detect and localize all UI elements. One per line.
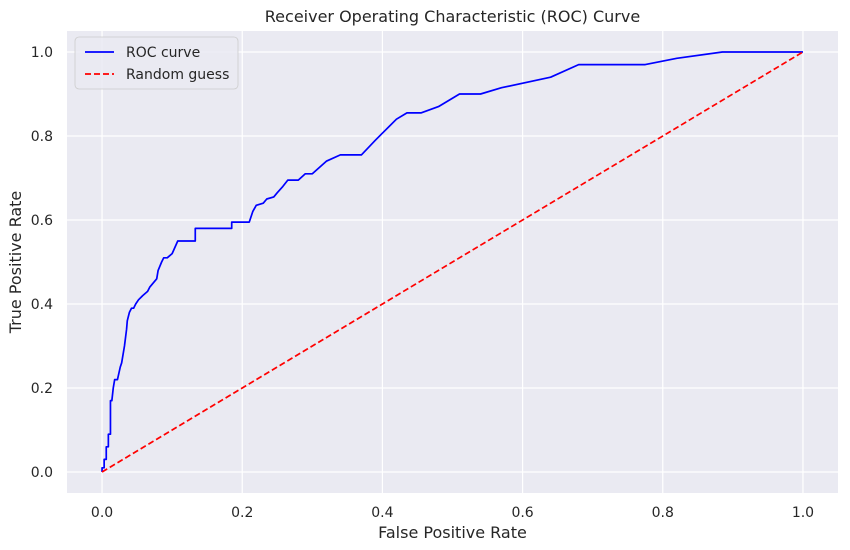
legend-label-roc-curve: ROC curve bbox=[126, 45, 200, 61]
series-layer bbox=[101, 51, 804, 473]
legend-label-random-guess: Random guess bbox=[126, 67, 229, 83]
legend: ROC curve Random guess bbox=[74, 36, 239, 90]
grid-layer bbox=[67, 31, 838, 493]
roc-curve-line bbox=[101, 51, 803, 472]
y-tick-label: 0.8 bbox=[31, 129, 53, 145]
y-tick-label: 0.6 bbox=[31, 213, 53, 229]
y-tick-label: 0.4 bbox=[31, 297, 53, 313]
y-tick-label: 0.2 bbox=[31, 381, 53, 397]
chart-title: Receiver Operating Characteristic (ROC) … bbox=[265, 7, 640, 26]
y-tick-label: 0.0 bbox=[31, 465, 53, 481]
random-guess-line bbox=[101, 51, 804, 473]
x-tick-label: 0.2 bbox=[231, 505, 253, 521]
x-axis-label: False Positive Rate bbox=[378, 523, 527, 542]
tick-layer: 0.0 0.2 0.4 0.6 0.8 1.0 0.0 0.2 0.4 0.6 0.8 1.0 bbox=[31, 45, 814, 521]
y-axis-label: True Positive Rate bbox=[6, 191, 25, 335]
x-tick-label: 0.6 bbox=[511, 505, 533, 521]
y-tick-label: 1.0 bbox=[31, 45, 53, 61]
x-tick-label: 0.0 bbox=[91, 505, 113, 521]
x-tick-label: 1.0 bbox=[792, 505, 814, 521]
legend-box bbox=[74, 36, 239, 90]
x-tick-label: 0.8 bbox=[652, 505, 674, 521]
x-tick-label: 0.4 bbox=[371, 505, 393, 521]
